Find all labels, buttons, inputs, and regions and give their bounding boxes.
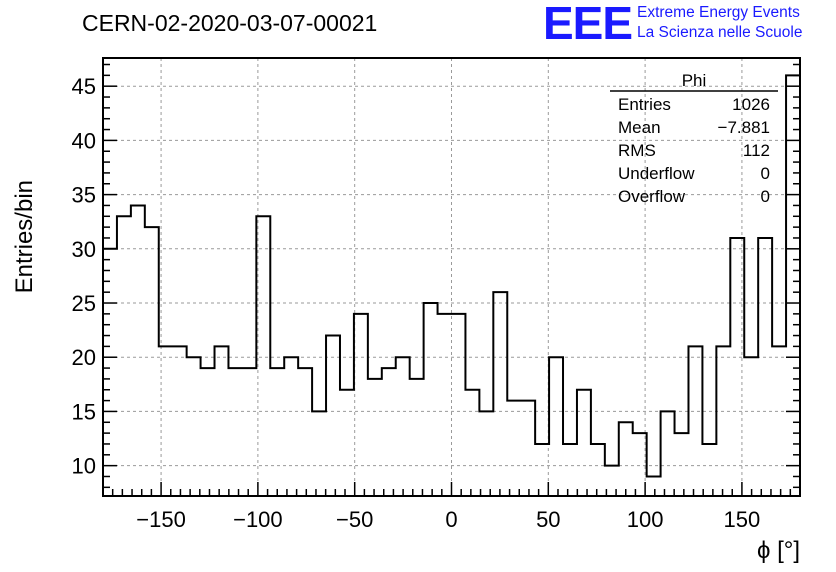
x-tick-label: −150 [136,507,186,532]
grid-lines [103,58,800,496]
stats-value: −7.881 [718,118,770,137]
histogram-bin [326,336,340,496]
histogram-bin [772,346,786,496]
histogram-bin [117,216,131,496]
histogram-bin [591,444,605,496]
histogram-bin [201,368,215,496]
x-tick-label: 100 [627,507,664,532]
histogram-bin [410,379,424,496]
histogram-bin [131,205,145,496]
histogram-bin [465,390,479,496]
x-tick-label: 150 [724,507,761,532]
histogram-bin [507,401,521,496]
histogram-bin [563,444,577,496]
stats-value: 0 [761,164,770,183]
histogram-bin [298,368,312,496]
histogram-bin [284,357,298,496]
histogram-bin [368,379,382,496]
stats-label: Mean [618,118,661,137]
y-tick-label: 40 [72,128,96,153]
x-tick-labels: −150 −100 −50 0 50 100 150 [136,507,760,532]
stats-name: Phi [682,71,707,90]
histogram-bin [145,227,159,496]
x-tick-label: −50 [336,507,373,532]
histogram-bin [396,357,410,496]
histogram-bin [521,401,535,496]
y-tick-label: 20 [72,345,96,370]
histogram-bin [312,411,326,496]
stats-value: 0 [761,187,770,206]
histogram-bin [744,357,758,496]
histogram-bin [716,346,730,496]
histogram-bin [438,314,452,496]
histogram-bin [452,314,466,496]
stats-label: Underflow [618,164,695,183]
y-tick-labels: 10 15 20 25 30 35 40 45 [72,74,96,478]
axis-ticks [103,63,800,496]
histogram-bin [228,368,242,496]
histogram-bin [535,444,549,496]
histogram-bin [619,422,633,496]
y-tick-label: 30 [72,237,96,262]
histogram-bin [549,357,563,496]
histogram-bin [647,476,661,496]
histogram-bin [577,390,591,496]
histogram-outline [103,74,800,478]
y-tick-label: 10 [72,454,96,479]
histogram-bin [159,346,173,496]
histogram-bin [382,368,396,496]
histogram-bin [173,346,187,496]
histogram-bin [675,433,689,496]
y-tick-label: 45 [72,74,96,99]
stats-label: Overflow [618,187,686,206]
histogram-bin [103,249,117,496]
histogram-bin [702,444,716,496]
histogram-bin [730,238,744,496]
stats-box: Phi Entries 1026 Mean −7.881 RMS 112 Underflow… [610,71,778,206]
eee-logo: EEE [543,0,633,49]
histogram-bin [187,357,201,496]
stats-value: 112 [743,141,770,160]
x-axis-title: ϕ [°] [757,537,800,564]
plot-title: CERN-02-2020-03-07-00021 [82,10,378,36]
histogram-bin [688,346,702,496]
histogram-bin [270,368,284,496]
histogram-bin [424,303,438,496]
x-tick-label: 0 [445,507,457,532]
histogram-bin [354,314,368,496]
histogram-bin [340,390,354,496]
histogram-bin [493,292,507,496]
x-tick-label: −100 [233,507,283,532]
y-axis-title: Entries/bin [11,180,38,293]
histogram-bin [242,368,256,496]
logo-line-1: Extreme Energy Events [637,4,800,21]
histogram-bin [479,411,493,496]
histogram-bin [758,238,772,496]
stats-label: RMS [618,141,656,160]
y-tick-label: 35 [72,183,96,208]
y-tick-label: 25 [72,291,96,316]
x-tick-label: 50 [536,507,560,532]
logo-line-2: La Scienza nelle Scuole [637,24,803,41]
stats-value: 1026 [732,95,770,114]
histogram-bin [215,346,229,496]
histogram-series [103,74,800,496]
y-tick-label: 15 [72,399,96,424]
stats-label: Entries [618,95,671,114]
histogram-bin [256,216,270,496]
histogram-bin [661,411,675,496]
